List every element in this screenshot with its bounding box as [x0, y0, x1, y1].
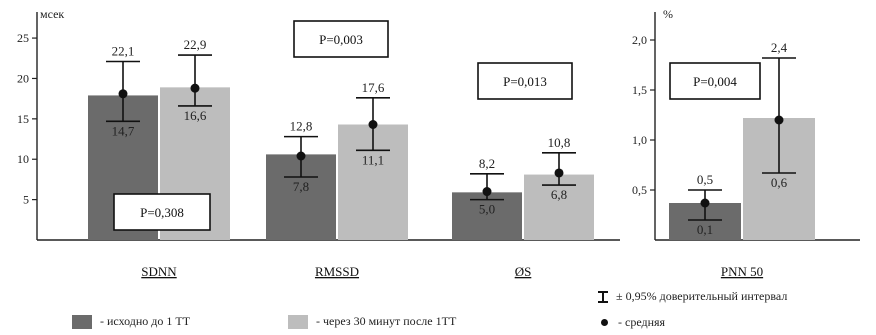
p-value-box: P=0,013: [477, 62, 573, 100]
mean-dot-icon: [601, 319, 608, 326]
mean-dot: [700, 198, 710, 208]
lower-ci-label: 0,6: [771, 175, 788, 190]
upper-ci-label: 8,2: [479, 156, 495, 171]
upper-ci-label: 10,8: [548, 135, 571, 150]
p-value-box: P=0,308: [113, 193, 211, 231]
mean-dot: [554, 168, 564, 178]
legend-ci: ± 0,95% доверительный интервал: [598, 289, 787, 304]
upper-ci-label: 12,8: [290, 119, 313, 134]
lower-ci-label: 11,1: [362, 152, 384, 167]
p-value-frame: [477, 62, 573, 100]
y-axis-label: мсек: [40, 7, 64, 21]
mean-dot: [118, 89, 128, 99]
y-tick-label: 15: [17, 112, 29, 126]
y-tick-label: 0,5: [632, 183, 647, 197]
lower-ci-label: 16,6: [184, 108, 207, 123]
legend-mean: - средняя: [598, 315, 665, 330]
p-value-frame: [669, 62, 761, 100]
y-tick-label: 25: [17, 31, 29, 45]
upper-ci-label: 22,1: [112, 44, 135, 59]
y-tick-label: 2,0: [632, 33, 647, 47]
category-label: PNN 50: [721, 264, 763, 279]
lower-ci-label: 0,1: [697, 222, 713, 237]
y-tick-label: 5: [23, 193, 29, 207]
lower-ci-label: 6,8: [551, 187, 567, 202]
y-tick-label: 1,5: [632, 83, 647, 97]
upper-ci-label: 22,9: [184, 37, 207, 52]
legend-before-label: - исходно до 1 ТТ: [100, 314, 191, 328]
legend-after-label: - через 30 минут после 1ТТ: [316, 314, 457, 328]
p-value-label: P=0,004: [693, 74, 737, 89]
mean-dot: [296, 151, 306, 161]
mean-dot: [190, 83, 200, 93]
mean-dot: [774, 115, 784, 125]
legend-mean-label: - средняя: [618, 315, 666, 329]
y-tick-label: 10: [17, 152, 29, 166]
y-axis-label: %: [663, 7, 673, 21]
category-label: ØS: [515, 264, 532, 279]
legend-before: - исходно до 1 ТТ: [72, 314, 190, 329]
upper-ci-label: 17,6: [362, 80, 385, 95]
y-tick-label: 20: [17, 71, 29, 85]
p-value-frame: [113, 193, 211, 231]
upper-ci-label: 0,5: [697, 172, 713, 187]
lower-ci-label: 14,7: [112, 123, 135, 138]
p-value-label: P=0,003: [319, 32, 363, 47]
category-label: RMSSD: [315, 264, 359, 279]
mean-dot: [482, 187, 492, 197]
legend-swatch-before: [72, 314, 92, 329]
p-value-label: P=0,013: [503, 74, 547, 89]
p-value-frame: [293, 20, 389, 58]
legend-ci-label: ± 0,95% доверительный интервал: [616, 289, 788, 303]
mean-dot: [368, 120, 378, 129]
category-label: SDNN: [141, 264, 177, 279]
lower-ci-label: 5,0: [479, 202, 495, 217]
upper-ci-label: 2,4: [771, 40, 788, 55]
p-value-box: P=0,003: [293, 20, 389, 58]
p-value-label: P=0,308: [140, 205, 184, 220]
ci-icon: [598, 290, 608, 303]
y-tick-label: 1,0: [632, 133, 647, 147]
legend-after: - через 30 минут после 1ТТ: [288, 314, 456, 329]
lower-ci-label: 7,8: [293, 179, 309, 194]
p-value-box: P=0,004: [669, 62, 761, 100]
legend-swatch-after: [288, 314, 308, 329]
